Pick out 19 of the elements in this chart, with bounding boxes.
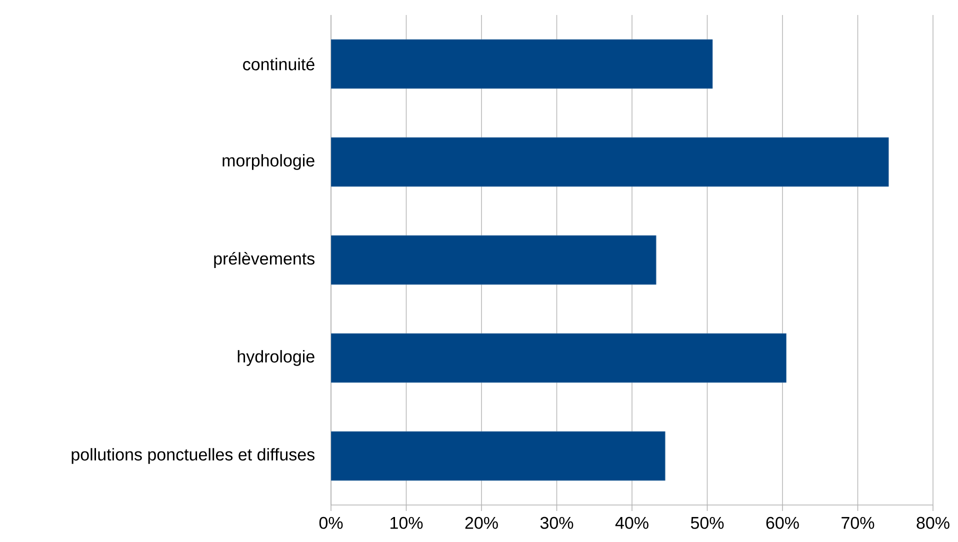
x-tick-label: 0% [319,516,343,529]
x-tick-label: 60% [766,516,799,529]
x-tick-label: 50% [690,516,724,529]
y-tick-label: pollutions ponctuelles et diffuses [72,448,314,464]
bar [331,235,656,285]
x-tick-label: 20% [465,516,498,529]
bar [331,333,786,383]
y-tick-label: hydrologie [238,350,314,366]
y-tick-label: continuité [243,58,314,70]
y-tick-label: prélèvements [214,252,315,268]
x-tick-label: 80% [916,516,950,529]
y-tick-label: morphologie [222,154,314,170]
x-tick-label: 10% [390,516,423,529]
bar [331,39,713,89]
x-tick-label: 30% [540,516,574,529]
x-tick-label: 70% [842,516,874,529]
bar [331,431,666,481]
bar [331,137,889,187]
x-tick-label: 40% [615,516,648,529]
